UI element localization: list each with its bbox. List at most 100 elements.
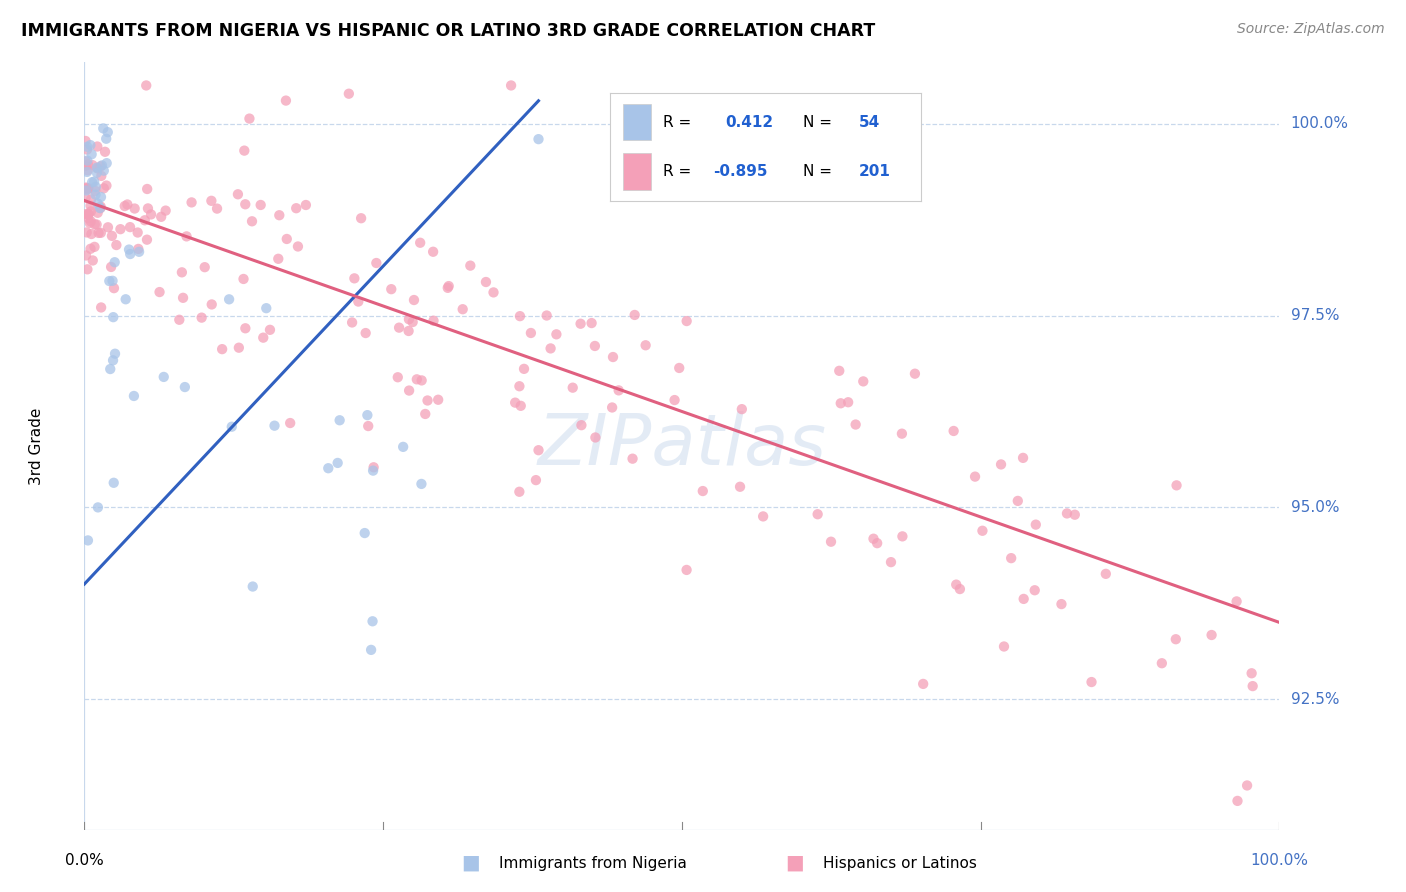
Point: [90, 226, 112, 240]
Point: [91, 158, 114, 172]
Point: [152, 370, 174, 384]
Text: ZIPatlas: ZIPatlas: [537, 411, 827, 481]
Point: [807, 507, 830, 521]
Point: [75, 134, 97, 148]
Point: [91, 121, 114, 136]
Point: [235, 321, 257, 335]
Point: [249, 198, 271, 212]
Point: [148, 285, 170, 299]
Point: [427, 392, 450, 407]
Point: [561, 381, 583, 395]
Point: [413, 407, 436, 421]
Text: IMMIGRANTS FROM NIGERIA VS HISPANIC OR LATINO 3RD GRADE CORRELATION CHART: IMMIGRANTS FROM NIGERIA VS HISPANIC OR L…: [21, 22, 876, 40]
Point: [524, 473, 547, 487]
Point: [366, 256, 388, 270]
Point: [82, 158, 104, 172]
Point: [437, 279, 460, 293]
Point: [353, 526, 375, 541]
Point: [90, 190, 112, 204]
Point: [398, 384, 420, 398]
Point: [103, 281, 125, 295]
Point: [86, 161, 108, 175]
Point: [76, 181, 98, 195]
Point: [76, 262, 98, 277]
Point: [583, 430, 606, 444]
Point: [139, 207, 162, 221]
Point: [79, 199, 101, 213]
Point: [623, 308, 645, 322]
Point: [361, 615, 384, 629]
Point: [728, 480, 751, 494]
Point: [86, 218, 108, 232]
Point: [134, 213, 156, 227]
Point: [76, 143, 98, 157]
Point: [607, 384, 630, 398]
Point: [752, 509, 775, 524]
Point: [1241, 679, 1264, 693]
Point: [581, 316, 603, 330]
Point: [600, 401, 623, 415]
Point: [226, 187, 249, 202]
Point: [104, 255, 127, 269]
Text: 100.0%: 100.0%: [1250, 853, 1309, 868]
Point: [602, 350, 624, 364]
Point: [949, 582, 972, 596]
Point: [75, 180, 97, 194]
Point: [267, 252, 290, 266]
Text: 3rd Grade: 3rd Grade: [30, 408, 44, 484]
Point: [398, 324, 420, 338]
Point: [571, 418, 593, 433]
Point: [990, 458, 1012, 472]
Point: [254, 301, 277, 316]
Point: [97, 125, 120, 139]
Point: [634, 338, 657, 352]
Point: [546, 327, 568, 342]
Point: [101, 274, 124, 288]
Point: [269, 208, 291, 222]
Point: [912, 677, 935, 691]
Point: [242, 580, 264, 594]
Point: [1226, 794, 1249, 808]
Point: [675, 314, 697, 328]
Point: [1095, 566, 1118, 581]
Point: [482, 285, 505, 300]
Point: [79, 242, 101, 256]
Point: [1012, 450, 1035, 465]
Point: [90, 169, 112, 183]
Point: [416, 393, 439, 408]
Point: [540, 342, 562, 356]
Point: [86, 166, 108, 180]
Point: [221, 419, 243, 434]
Point: [278, 416, 301, 430]
Point: [527, 443, 550, 458]
Point: [76, 165, 98, 179]
Point: [337, 87, 360, 101]
Point: [127, 242, 149, 256]
Point: [79, 138, 101, 153]
Point: [340, 316, 363, 330]
Point: [402, 315, 425, 329]
Point: [190, 310, 212, 325]
Point: [96, 156, 118, 170]
Point: [80, 214, 103, 228]
Point: [287, 239, 309, 253]
Point: [1226, 594, 1249, 608]
Point: [83, 240, 105, 254]
Point: [316, 461, 339, 475]
Text: 97.5%: 97.5%: [1291, 308, 1339, 323]
Point: [83, 175, 105, 189]
Point: [90, 301, 112, 315]
Point: [176, 229, 198, 244]
Point: [93, 181, 115, 195]
Point: [75, 184, 97, 198]
Point: [96, 178, 118, 193]
Text: 100.0%: 100.0%: [1291, 116, 1348, 131]
Point: [77, 211, 100, 226]
Point: [1025, 517, 1047, 532]
Point: [569, 317, 592, 331]
Point: [80, 227, 103, 241]
Point: [259, 323, 281, 337]
Point: [350, 211, 373, 226]
Point: [422, 244, 444, 259]
Point: [82, 253, 104, 268]
